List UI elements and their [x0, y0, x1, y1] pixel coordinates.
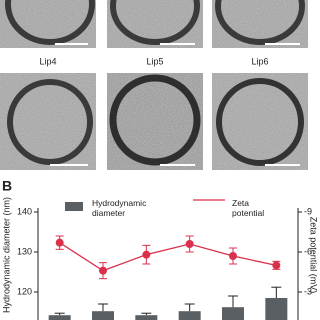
panel-label: B: [2, 178, 12, 194]
bar: [265, 298, 288, 320]
legend-swatch: [65, 202, 83, 211]
legend-label: Zeta potential: [232, 198, 265, 218]
micrograph: [107, 73, 203, 170]
y2-tick-label: -9: [304, 206, 312, 216]
micrograph: [107, 0, 203, 48]
bar: [178, 311, 201, 320]
y-tick-label: 130: [17, 246, 32, 256]
bar: [222, 307, 244, 320]
legend-label: Hydrodynamic diameter: [92, 198, 147, 218]
bar: [48, 315, 71, 320]
y2-axis-title: Zeta potential (mV): [309, 217, 319, 294]
point: [272, 261, 281, 270]
point: [185, 240, 194, 248]
line: [59, 242, 277, 272]
y-tick-label: 140: [17, 206, 32, 216]
micrograph: [0, 0, 96, 48]
bar: [135, 315, 158, 320]
point: [99, 266, 107, 275]
y-axis-title: Hydrodynamic diameter (nm): [1, 197, 11, 313]
micrographs: [0, 0, 308, 170]
image-label: Lip6: [251, 56, 268, 66]
micrograph: [212, 0, 308, 48]
point: [229, 252, 237, 260]
micrograph: [0, 73, 96, 170]
y2-tick-label: -6: [304, 246, 312, 256]
y-tick-label: 120: [17, 286, 32, 296]
bar: [92, 311, 114, 320]
image-label: Lip5: [146, 56, 163, 66]
micrograph: [212, 73, 308, 170]
image-label: Lip4: [39, 56, 56, 66]
y2-tick-label: -3: [304, 286, 312, 296]
point: [142, 250, 151, 259]
point: [55, 238, 64, 247]
